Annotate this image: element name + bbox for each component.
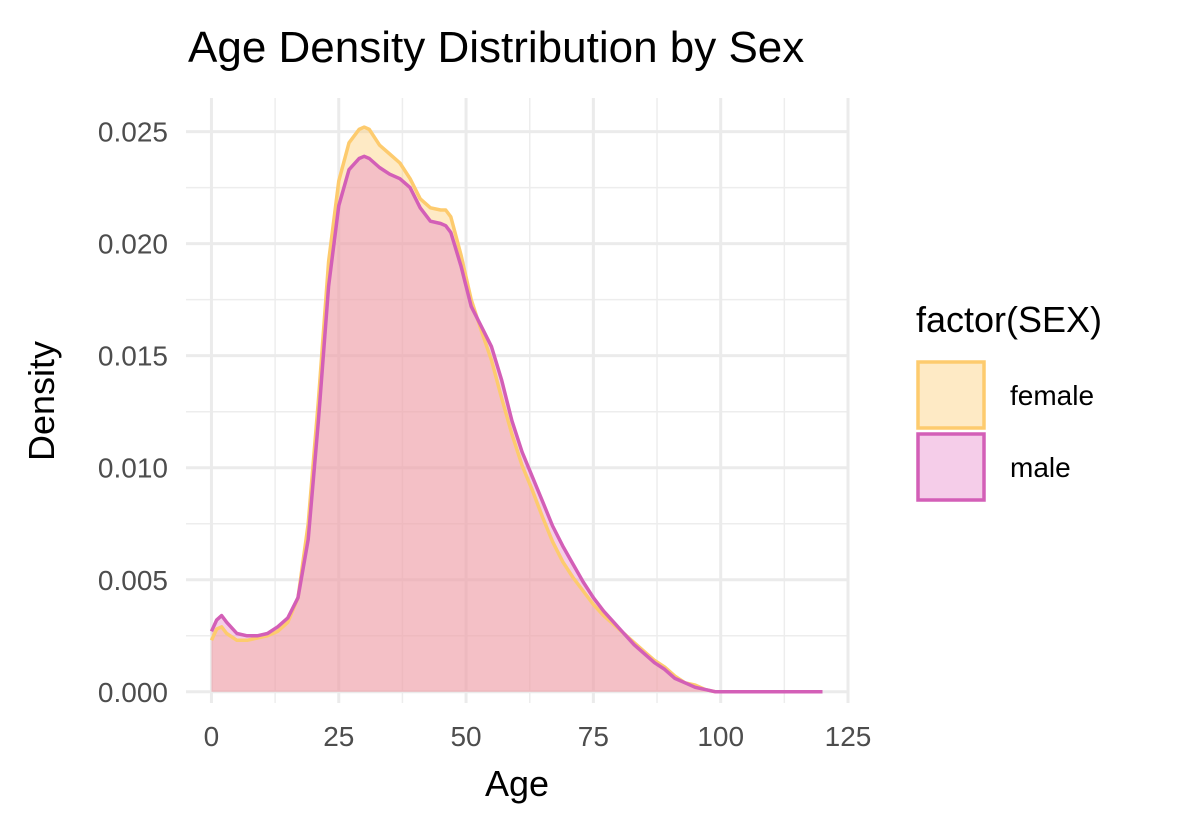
legend-key-male — [916, 432, 986, 502]
legend-key-female — [916, 360, 986, 430]
y-tick-label: 0.000 — [98, 677, 168, 708]
y-tick-label: 0.015 — [98, 341, 168, 372]
y-tick-labels: 0.000 0.005 0.010 0.015 0.020 0.025 — [98, 117, 168, 708]
y-tick-label: 0.005 — [98, 565, 168, 596]
legend-label-male: male — [1010, 452, 1071, 483]
y-tick-label: 0.010 — [98, 453, 168, 484]
x-tick-labels: 0 25 50 75 100 125 — [204, 721, 872, 752]
density-areas — [211, 127, 823, 692]
y-axis-title: Density — [21, 341, 62, 461]
legend-label-female: female — [1010, 380, 1094, 411]
x-tick-label: 50 — [450, 721, 481, 752]
density-lines — [209, 125, 823, 694]
y-tick-label: 0.020 — [98, 229, 168, 260]
chart-title: Age Density Distribution by Sex — [188, 23, 804, 72]
minor-grid — [186, 98, 848, 703]
x-tick-label: 125 — [825, 721, 872, 752]
density-area-female — [211, 127, 823, 692]
x-axis-title: Age — [485, 763, 549, 804]
x-tick-label: 25 — [323, 721, 354, 752]
x-tick-label: 0 — [204, 721, 220, 752]
x-tick-label: 100 — [697, 721, 744, 752]
density-line-male — [209, 154, 823, 694]
legend: factor(SEX) female male — [916, 299, 1102, 502]
y-tick-label: 0.025 — [98, 117, 168, 148]
x-tick-label: 75 — [578, 721, 609, 752]
density-area-male — [211, 156, 823, 692]
legend-title: factor(SEX) — [916, 299, 1102, 340]
